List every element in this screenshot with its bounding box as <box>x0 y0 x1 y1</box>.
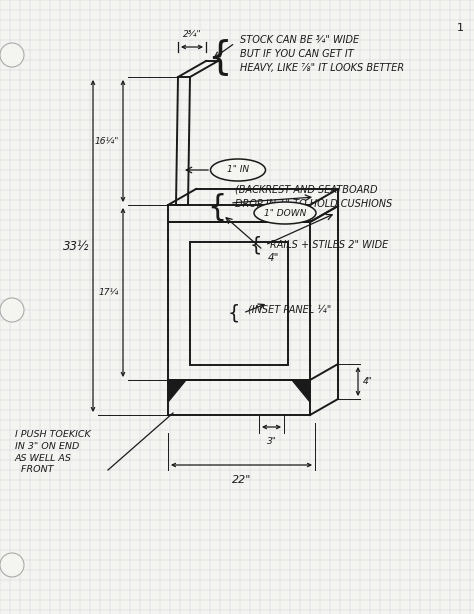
Text: RAILS + STILES 2" WIDE: RAILS + STILES 2" WIDE <box>270 240 388 250</box>
Text: 33½: 33½ <box>63 239 89 252</box>
Text: 4": 4" <box>268 253 279 263</box>
Text: 22": 22" <box>232 475 251 485</box>
Text: {: { <box>250 236 262 254</box>
Text: 4": 4" <box>363 377 373 386</box>
Text: 1: 1 <box>456 23 464 33</box>
Text: {: { <box>228 303 240 322</box>
Circle shape <box>0 553 24 577</box>
Text: 1" IN: 1" IN <box>227 166 249 174</box>
Text: (BACKREST AND SEATBOARD
DROP IN 1" TO HOLD CUSHIONS: (BACKREST AND SEATBOARD DROP IN 1" TO HO… <box>235 185 392 209</box>
Text: (INSET PANEL ¼": (INSET PANEL ¼" <box>248 305 331 315</box>
Bar <box>190 242 288 365</box>
Text: I PUSH TOEKICK
IN 3" ON END
AS WELL AS
  FRONT: I PUSH TOEKICK IN 3" ON END AS WELL AS F… <box>15 430 91 475</box>
Text: 17¼: 17¼ <box>99 288 119 297</box>
Text: 16¼": 16¼" <box>95 136 119 146</box>
Text: STOCK CAN BE ¾" WIDE
BUT IF YOU CAN GET IT
HEAVY, LIKE ⅞" IT LOOKS BETTER: STOCK CAN BE ¾" WIDE BUT IF YOU CAN GET … <box>240 35 404 73</box>
Polygon shape <box>168 380 186 402</box>
Text: 3": 3" <box>266 437 276 446</box>
Ellipse shape <box>210 159 265 181</box>
Circle shape <box>0 298 24 322</box>
Text: 1" DOWN: 1" DOWN <box>264 209 306 217</box>
Text: {: { <box>207 38 232 76</box>
Ellipse shape <box>254 202 316 224</box>
Text: {: { <box>208 193 227 222</box>
Polygon shape <box>292 380 310 402</box>
Circle shape <box>0 43 24 67</box>
Text: 2¾": 2¾" <box>182 30 201 39</box>
